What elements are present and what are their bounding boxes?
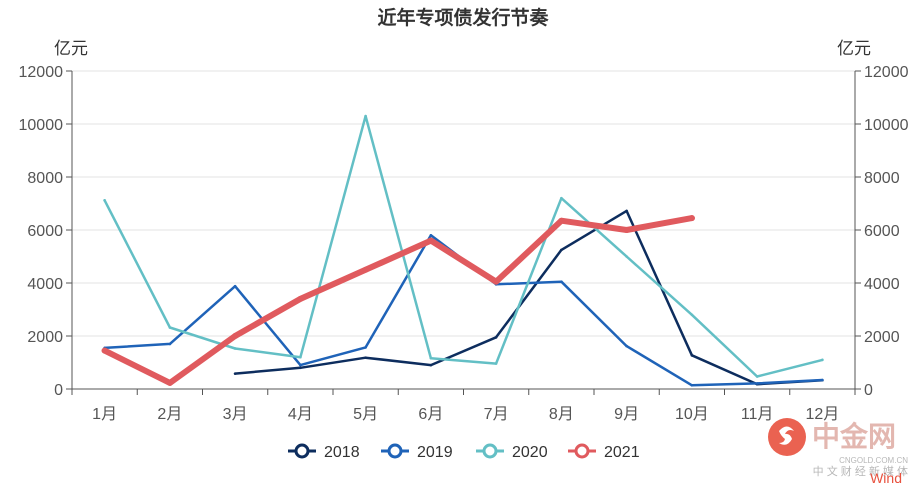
data-point-2020 — [690, 313, 694, 317]
y-axis-right-unit: 亿元 — [837, 39, 871, 58]
y-tick-label-right: 10000 — [864, 117, 909, 134]
data-point-2020 — [755, 375, 759, 378]
data-point-2021 — [493, 278, 500, 285]
y-tick-label-left: 6000 — [27, 223, 63, 240]
data-point-2021 — [297, 295, 304, 302]
legend-label: 2021 — [604, 444, 640, 461]
y-tick-label-right: 6000 — [864, 223, 900, 240]
legend-label: 2019 — [417, 444, 453, 461]
data-point-2020 — [299, 355, 302, 359]
data-point-2019 — [364, 346, 367, 349]
data-point-2018 — [690, 354, 694, 357]
y-tick-label-right: 8000 — [864, 170, 900, 187]
x-tick-label: 5月 — [353, 406, 378, 423]
data-point-2018 — [429, 363, 433, 367]
y-tick-label-right: 12000 — [864, 64, 909, 81]
data-point-2018 — [494, 336, 498, 339]
y-tick-label-left: 10000 — [19, 117, 64, 134]
data-point-2021 — [362, 266, 369, 273]
data-point-2018 — [560, 248, 563, 252]
x-tick-label: 9月 — [614, 406, 639, 423]
data-point-2021 — [101, 347, 108, 354]
data-point-2020 — [429, 356, 433, 360]
data-point-2020 — [560, 196, 563, 200]
data-point-2020 — [103, 199, 106, 202]
watermark-brand: 中金网 — [812, 420, 896, 452]
y-tick-label-left: 4000 — [27, 276, 63, 293]
x-tick-label: 3月 — [223, 406, 248, 423]
y-tick-label-left: 0 — [54, 382, 63, 399]
plot-series — [101, 114, 824, 387]
x-tick-label: 11月 — [741, 406, 774, 423]
x-tick-label: 8月 — [549, 406, 574, 423]
data-point-2021 — [232, 333, 239, 339]
data-point-2020 — [494, 362, 498, 365]
x-axis: 1月 2月 3月 4月 5月 6月 7月 8月 9月 10月 11月 12月 — [71, 388, 856, 423]
chart-title: 近年专项债发行节奏 — [377, 6, 549, 29]
data-point-2021 — [688, 215, 695, 222]
x-tick-label: 12月 — [805, 406, 839, 423]
x-tick-label: 1月 — [92, 406, 117, 423]
y-axis-left-unit: 亿元 — [54, 39, 88, 58]
legend-item-2018[interactable]: 2018 — [288, 443, 360, 461]
data-point-2018 — [625, 209, 628, 213]
watermark: 中金网 CNGOLD.COM.CN 中 文 财 经 新 媒 体 — [768, 418, 908, 478]
legend-marker-icon — [387, 443, 403, 459]
grid-lines — [72, 70, 855, 337]
data-point-2019 — [168, 342, 172, 346]
data-point-2019 — [429, 234, 433, 237]
data-point-2019 — [690, 383, 694, 387]
data-point-2019 — [755, 382, 759, 385]
data-point-2018 — [299, 366, 302, 370]
legend-marker-icon — [482, 443, 498, 459]
source-label: Wind — [870, 470, 902, 486]
watermark-tagline: 中 文 财 经 新 媒 体 — [813, 464, 908, 478]
legend-item-2021[interactable]: 2021 — [568, 443, 640, 461]
data-point-2021 — [558, 217, 565, 224]
legend-label: 2020 — [512, 444, 548, 461]
legend-marker-icon — [574, 443, 590, 459]
data-point-2019 — [299, 363, 302, 367]
x-tick-label: 2月 — [157, 406, 182, 423]
legend-item-2019[interactable]: 2019 — [381, 443, 453, 461]
data-point-2019 — [560, 280, 563, 283]
x-tick-label: 7月 — [484, 406, 509, 423]
data-point-2018 — [364, 356, 367, 360]
y-tick-label-left: 2000 — [27, 329, 63, 346]
series-line-2021 — [101, 215, 695, 386]
legend-item-2020[interactable]: 2020 — [476, 443, 548, 461]
y-axis-right: 0 2000 4000 6000 8000 10000 12000 — [854, 64, 909, 399]
x-tick-label: 10月 — [675, 406, 709, 423]
data-point-2019 — [625, 344, 628, 348]
cngold-logo-icon — [768, 418, 806, 456]
legend[interactable]: 2018 2019 2020 2021 — [288, 443, 640, 461]
data-point-2020 — [625, 255, 628, 258]
y-tick-label-right: 2000 — [864, 329, 900, 346]
legend-label: 2018 — [324, 444, 360, 461]
series-line-2018 — [233, 209, 824, 386]
data-point-2018 — [233, 372, 237, 375]
x-tick-label: 4月 — [288, 406, 313, 423]
data-point-2021 — [623, 227, 630, 233]
y-axis-left: 0 2000 4000 6000 8000 10000 12000 — [19, 64, 73, 399]
data-point-2020 — [364, 114, 367, 118]
y-tick-label-right: 0 — [864, 382, 873, 399]
series-line-2020 — [103, 114, 824, 378]
data-point-2020 — [233, 347, 237, 350]
data-point-2019 — [821, 378, 824, 382]
data-point-2019 — [233, 284, 237, 288]
y-tick-label-right: 4000 — [864, 276, 900, 293]
x-tick-label: 6月 — [418, 406, 443, 423]
data-point-2021 — [427, 237, 434, 244]
watermark-domain: CNGOLD.COM.CN — [839, 456, 908, 465]
data-point-2021 — [166, 379, 173, 386]
data-point-2020 — [168, 326, 172, 329]
y-tick-label-left: 8000 — [27, 170, 63, 187]
legend-marker-icon — [294, 443, 310, 459]
data-point-2020 — [821, 358, 824, 362]
y-tick-label-left: 12000 — [19, 64, 64, 81]
